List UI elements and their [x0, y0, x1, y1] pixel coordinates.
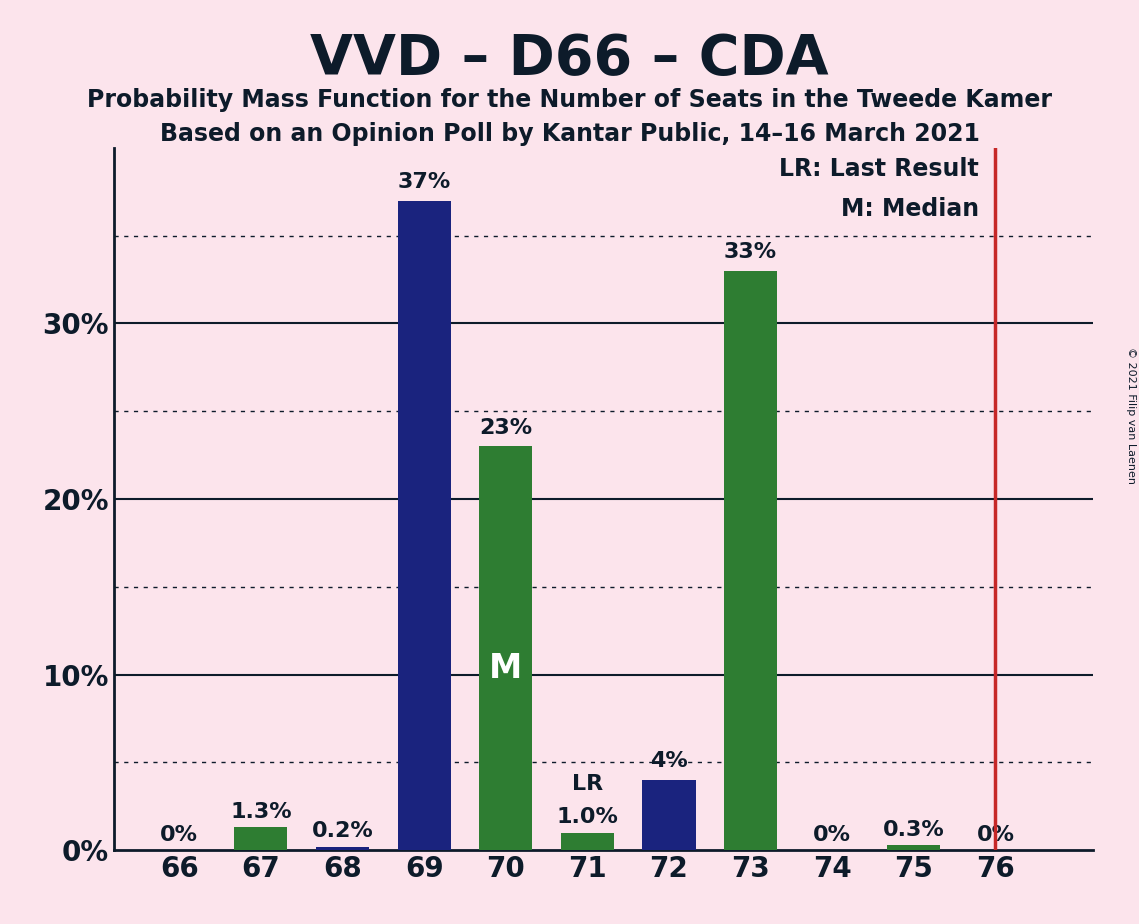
- Text: 1.3%: 1.3%: [230, 802, 292, 822]
- Bar: [560, 833, 614, 850]
- Text: 4%: 4%: [650, 751, 688, 771]
- Text: 33%: 33%: [724, 242, 777, 262]
- Text: 0.2%: 0.2%: [312, 821, 374, 841]
- Text: 23%: 23%: [480, 418, 532, 437]
- Bar: [724, 271, 777, 850]
- Bar: [642, 780, 696, 850]
- Text: 0%: 0%: [161, 825, 198, 845]
- Bar: [887, 845, 941, 850]
- Text: 37%: 37%: [398, 172, 451, 192]
- Text: M: M: [489, 651, 523, 685]
- Text: © 2021 Filip van Laenen: © 2021 Filip van Laenen: [1126, 347, 1136, 484]
- Text: 0%: 0%: [813, 825, 851, 845]
- Text: Based on an Opinion Poll by Kantar Public, 14–16 March 2021: Based on an Opinion Poll by Kantar Publi…: [159, 122, 980, 146]
- Text: 1.0%: 1.0%: [557, 808, 618, 827]
- Text: Probability Mass Function for the Number of Seats in the Tweede Kamer: Probability Mass Function for the Number…: [87, 88, 1052, 112]
- Text: M: Median: M: Median: [841, 197, 980, 221]
- Bar: [480, 446, 532, 850]
- Text: VVD – D66 – CDA: VVD – D66 – CDA: [310, 32, 829, 86]
- Bar: [316, 846, 369, 850]
- Text: LR: Last Result: LR: Last Result: [779, 157, 980, 180]
- Text: LR: LR: [572, 774, 603, 794]
- Bar: [398, 201, 451, 850]
- Text: 0%: 0%: [976, 825, 1015, 845]
- Bar: [235, 827, 287, 850]
- Text: 0.3%: 0.3%: [883, 820, 944, 840]
